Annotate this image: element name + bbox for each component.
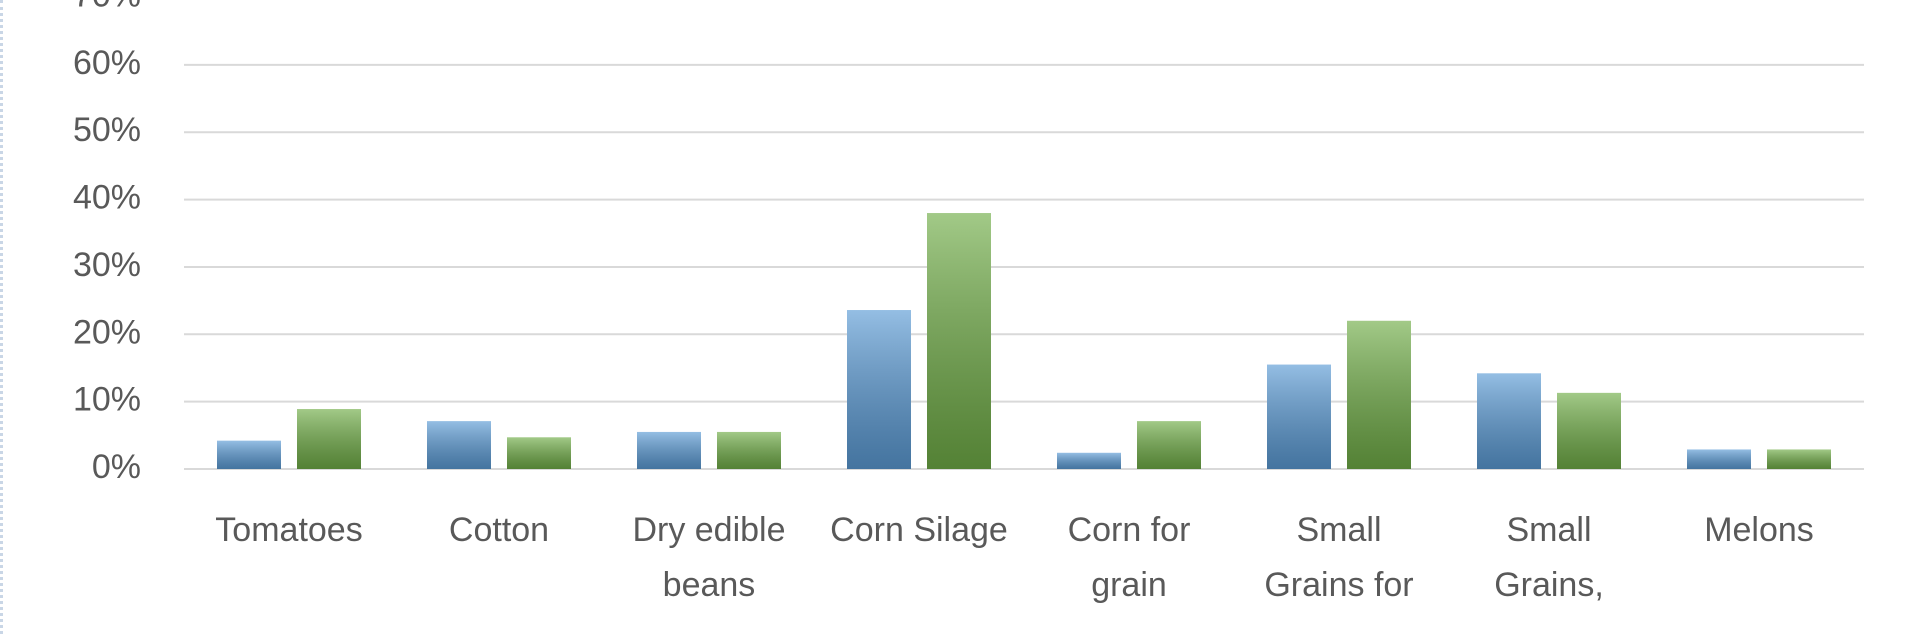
bar-shade [297, 409, 361, 469]
y-tick-label: 70% [73, 0, 141, 15]
bar-shade [927, 213, 991, 469]
bar-shade [847, 310, 911, 469]
bar-shade [427, 421, 491, 469]
x-tick-label: Corn for grain [1067, 511, 1191, 604]
bar-shade [1767, 449, 1831, 469]
bar-shade [1347, 320, 1411, 469]
x-tick-label: Small Grains, [1494, 511, 1604, 604]
bar-shade [217, 440, 281, 469]
x-tick-label: Dry edible beans [632, 511, 786, 604]
bar-shade [507, 437, 571, 469]
x-tick-label: Corn Silage [830, 511, 1008, 549]
x-tick-label: Melons [1704, 511, 1814, 549]
bar-shade [1267, 364, 1331, 469]
y-tick-label: 50% [73, 111, 141, 149]
x-tick-label: Small Grains for [1264, 511, 1414, 604]
y-tick-label: 20% [73, 313, 141, 351]
y-tick-label: 10% [73, 381, 141, 419]
chart-border [0, 0, 3, 634]
bar-shade [1477, 373, 1541, 469]
y-tick-label: 0% [92, 448, 141, 486]
bar-shade [1137, 421, 1201, 469]
bar-shade [1557, 392, 1621, 469]
x-tick-label: Cotton [448, 511, 550, 549]
y-tick-label: 60% [73, 44, 141, 82]
bar-shade [1057, 452, 1121, 469]
bar-shade [717, 431, 781, 469]
bar-shade [637, 431, 701, 469]
y-tick-label: 40% [73, 179, 141, 217]
y-tick-label: 30% [73, 246, 141, 284]
x-tick-label: Tomatoes [215, 511, 363, 549]
bar-shade [1687, 449, 1751, 469]
